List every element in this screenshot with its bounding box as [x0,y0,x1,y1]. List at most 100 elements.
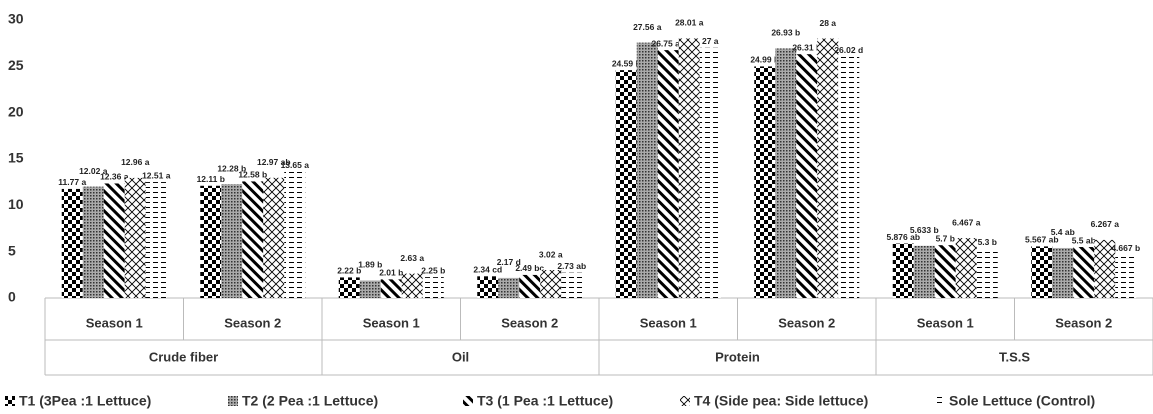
bar [200,185,222,298]
value-label: 6.267 a [1091,219,1120,229]
value-label: 5.567 ab [1025,235,1059,245]
bar [477,276,499,298]
value-label: 12.97 ab [257,157,291,167]
value-label: 12.11 b [197,174,225,184]
value-label: 12.96 a [121,157,150,167]
x-tick-label: Season 1 [917,315,974,330]
bar [892,243,914,298]
bar [1115,254,1137,298]
legend-swatch [935,396,945,406]
bar [263,177,285,298]
bar [103,183,125,298]
bar [561,272,583,298]
value-label: 6.467 a [952,217,981,227]
group-label: Protein [715,349,760,364]
bar [913,245,935,298]
value-label: 2.49 bc [515,263,544,273]
value-label: 12.58 b [238,170,267,180]
value-label: 27 a [702,36,719,46]
bar [754,66,776,299]
value-label: 5.876 ab [886,232,920,242]
bar [976,248,998,298]
bar [422,277,444,298]
value-label: 2.01 b [379,268,403,278]
value-label: 11.77 a [58,177,86,187]
legend-label: T2 (2 Pea :1 Lettuce) [242,393,378,409]
value-label: 2.34 cd [473,265,502,275]
value-label: 27.56 a [633,22,662,32]
value-label: 2.25 b [421,265,445,275]
value-label: 5.5 ab [1072,235,1096,245]
legend-swatch [680,396,690,406]
bar [380,279,402,298]
value-label: 5.7 b [936,233,955,243]
value-label: 2.73 ab [557,261,586,271]
bar [124,177,146,298]
x-tick-label: Season 1 [363,315,420,330]
bar [817,38,839,299]
value-label: 12.28 b [217,163,246,173]
legend-label: Sole Lettuce (Control) [949,393,1095,409]
value-label: 2.22 b [337,266,361,276]
bar [838,56,860,298]
bar [82,186,104,298]
x-tick-label: Season 1 [86,315,143,330]
value-label: 12.36 a [100,172,129,182]
bar [338,277,360,298]
value-label: 26.75 ab [651,38,685,48]
group-label: Oil [452,349,469,364]
bar [359,280,381,298]
bar [934,245,956,298]
y-tick-label: 0 [8,289,16,305]
y-tick-label: 10 [8,196,24,212]
group-label: Crude fiber [149,349,218,364]
x-tick-label: Season 2 [778,315,835,330]
bar [284,171,306,298]
legend-swatch [463,396,473,406]
legend-swatch [5,396,15,406]
y-tick-label: 25 [8,57,24,73]
value-label: 1.89 b [358,260,382,270]
value-label: 5.633 b [910,225,939,235]
x-tick-label: Season 1 [640,315,697,330]
bar [1052,247,1074,298]
bar [1073,247,1095,298]
value-label: 2.63 a [400,253,424,263]
bar [519,274,541,298]
bar [242,181,264,298]
value-label: 26.31 b [792,42,821,52]
x-tick-label: Season 2 [224,315,281,330]
bar [498,277,520,298]
legend-label: T4 (Side pea: Side lettuce) [694,393,868,409]
value-label: 13.65 a [281,160,310,170]
x-tick-label: Season 2 [1055,315,1112,330]
value-label: 24.59 b [612,58,641,68]
value-label: 28.01 a [675,18,704,28]
bar [221,184,243,298]
bar [1031,246,1053,298]
value-label: 5.3 b [978,237,997,247]
bar [796,54,818,298]
value-label: 12.51 a [142,170,171,180]
y-tick-label: 30 [8,11,24,27]
value-label: 4.667 b [1111,243,1140,253]
legend-label: T3 (1 Pea :1 Lettuce) [477,393,613,409]
bar [678,38,700,298]
bar [61,188,83,298]
x-tick-label: Season 2 [501,315,558,330]
value-label: 12.02 a [79,166,108,176]
value-label: 26.02 d [834,45,863,55]
legend-label: T1 (3Pea :1 Lettuce) [19,393,151,409]
value-label: 3.02 a [539,249,563,259]
bar [540,270,562,298]
legend-swatch [228,396,238,406]
bar [1094,239,1116,298]
value-label: 28 a [819,18,836,28]
bar [699,47,721,298]
value-label: 5.4 ab [1051,227,1075,237]
y-tick-label: 20 [8,103,24,119]
y-tick-label: 15 [8,150,24,166]
bar [636,42,658,298]
value-label: 2.17 d [497,257,521,267]
